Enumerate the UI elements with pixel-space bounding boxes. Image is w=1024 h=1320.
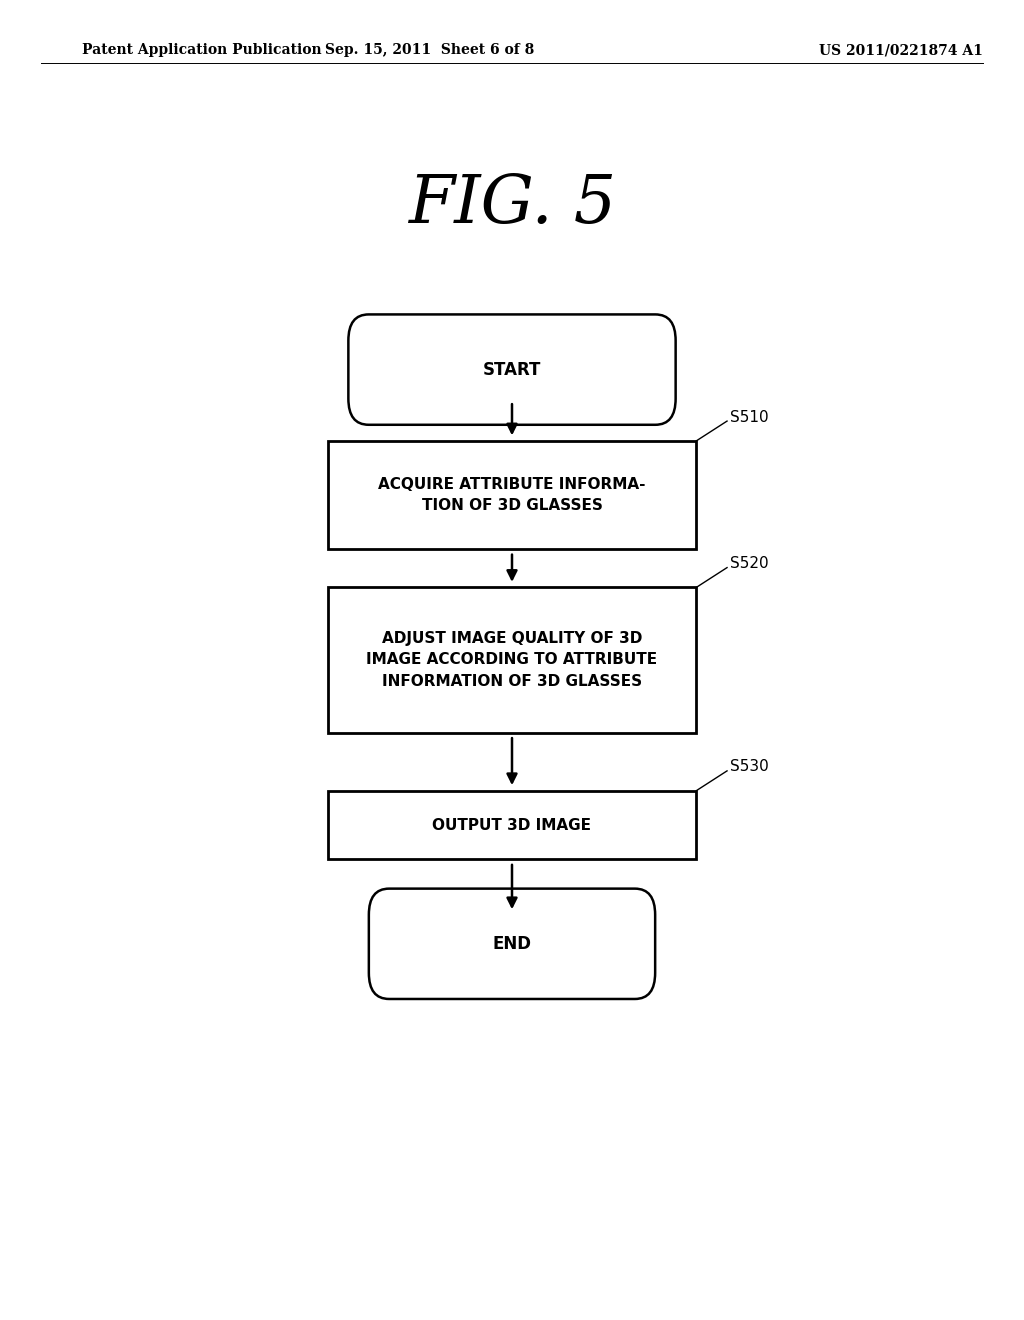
Text: US 2011/0221874 A1: US 2011/0221874 A1 [819, 44, 983, 57]
Text: S510: S510 [730, 409, 769, 425]
FancyBboxPatch shape [348, 314, 676, 425]
Text: Patent Application Publication: Patent Application Publication [82, 44, 322, 57]
Text: Sep. 15, 2011  Sheet 6 of 8: Sep. 15, 2011 Sheet 6 of 8 [326, 44, 535, 57]
Text: END: END [493, 935, 531, 953]
Text: START: START [482, 360, 542, 379]
Text: ACQUIRE ATTRIBUTE INFORMA-
TION OF 3D GLASSES: ACQUIRE ATTRIBUTE INFORMA- TION OF 3D GL… [378, 477, 646, 513]
Bar [328, 441, 696, 549]
Text: ADJUST IMAGE QUALITY OF 3D
IMAGE ACCORDING TO ATTRIBUTE
INFORMATION OF 3D GLASSE: ADJUST IMAGE QUALITY OF 3D IMAGE ACCORDI… [367, 631, 657, 689]
Text: S530: S530 [730, 759, 769, 775]
Text: FIG. 5: FIG. 5 [408, 172, 616, 238]
Bar [328, 587, 696, 733]
FancyBboxPatch shape [369, 888, 655, 999]
Text: OUTPUT 3D IMAGE: OUTPUT 3D IMAGE [432, 817, 592, 833]
Bar [328, 791, 696, 859]
Text: S520: S520 [730, 556, 769, 572]
